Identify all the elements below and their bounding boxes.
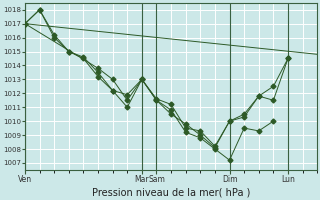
X-axis label: Pression niveau de la mer( hPa ): Pression niveau de la mer( hPa ): [92, 187, 250, 197]
